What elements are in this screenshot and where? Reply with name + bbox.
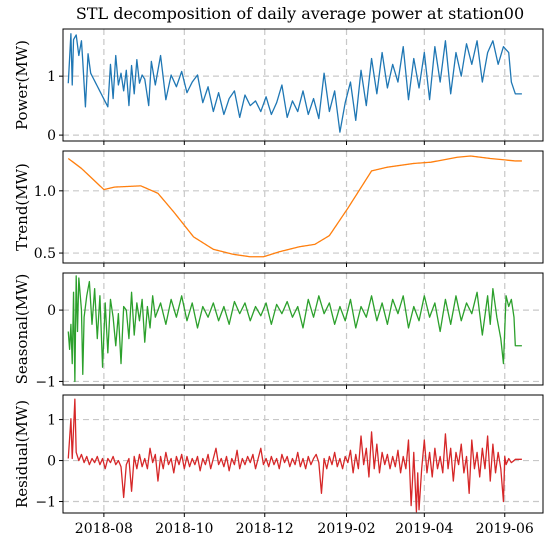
panel-2: −1 0 Seasonal(MW) bbox=[13, 272, 544, 390]
panel-frame bbox=[62, 272, 544, 386]
x-tick-label: 2018-08 bbox=[75, 521, 133, 537]
y-axis-label: Trend(MW) bbox=[13, 163, 31, 251]
x-tick-label: 2018-10 bbox=[155, 521, 213, 537]
figure-title: STL decomposition of daily average power… bbox=[76, 4, 524, 23]
x-tick-label: 2018-12 bbox=[236, 521, 294, 537]
x-axis: 2018-08 2018-10 2018-12 2019-02 2019-04 2019-… bbox=[75, 521, 534, 537]
y-tick-label: 0.5 bbox=[34, 246, 56, 262]
panel-0: 0 1 Power(MW) bbox=[13, 28, 544, 145]
y-axis-label: Power(MW) bbox=[13, 40, 31, 130]
panel-3: −1 0 1 Residual(MW) bbox=[13, 394, 544, 517]
series-line bbox=[67, 33, 522, 133]
y-tick-label: 1 bbox=[47, 69, 56, 85]
x-tick-label: 2019-04 bbox=[395, 521, 453, 537]
series-line bbox=[67, 155, 522, 258]
y-tick-label: 1 bbox=[47, 413, 56, 429]
panel-frame bbox=[62, 28, 544, 142]
y-tick-label: 0 bbox=[47, 128, 56, 144]
panel-frame bbox=[62, 150, 544, 264]
y-tick-label: 0 bbox=[47, 454, 56, 470]
series-line bbox=[67, 275, 522, 383]
y-axis-label: Seasonal(MW) bbox=[13, 274, 31, 385]
y-tick-label: −1 bbox=[35, 374, 56, 390]
y-axis-label: Residual(MW) bbox=[13, 400, 31, 508]
y-tick-label: 1.0 bbox=[34, 184, 56, 200]
series-line bbox=[67, 398, 522, 513]
y-tick-label: −1 bbox=[35, 495, 56, 511]
y-tick-label: 0 bbox=[47, 303, 56, 319]
panel-frame bbox=[62, 394, 544, 514]
x-tick-label: 2019-06 bbox=[476, 521, 534, 537]
x-tick-label: 2019-02 bbox=[317, 521, 375, 537]
